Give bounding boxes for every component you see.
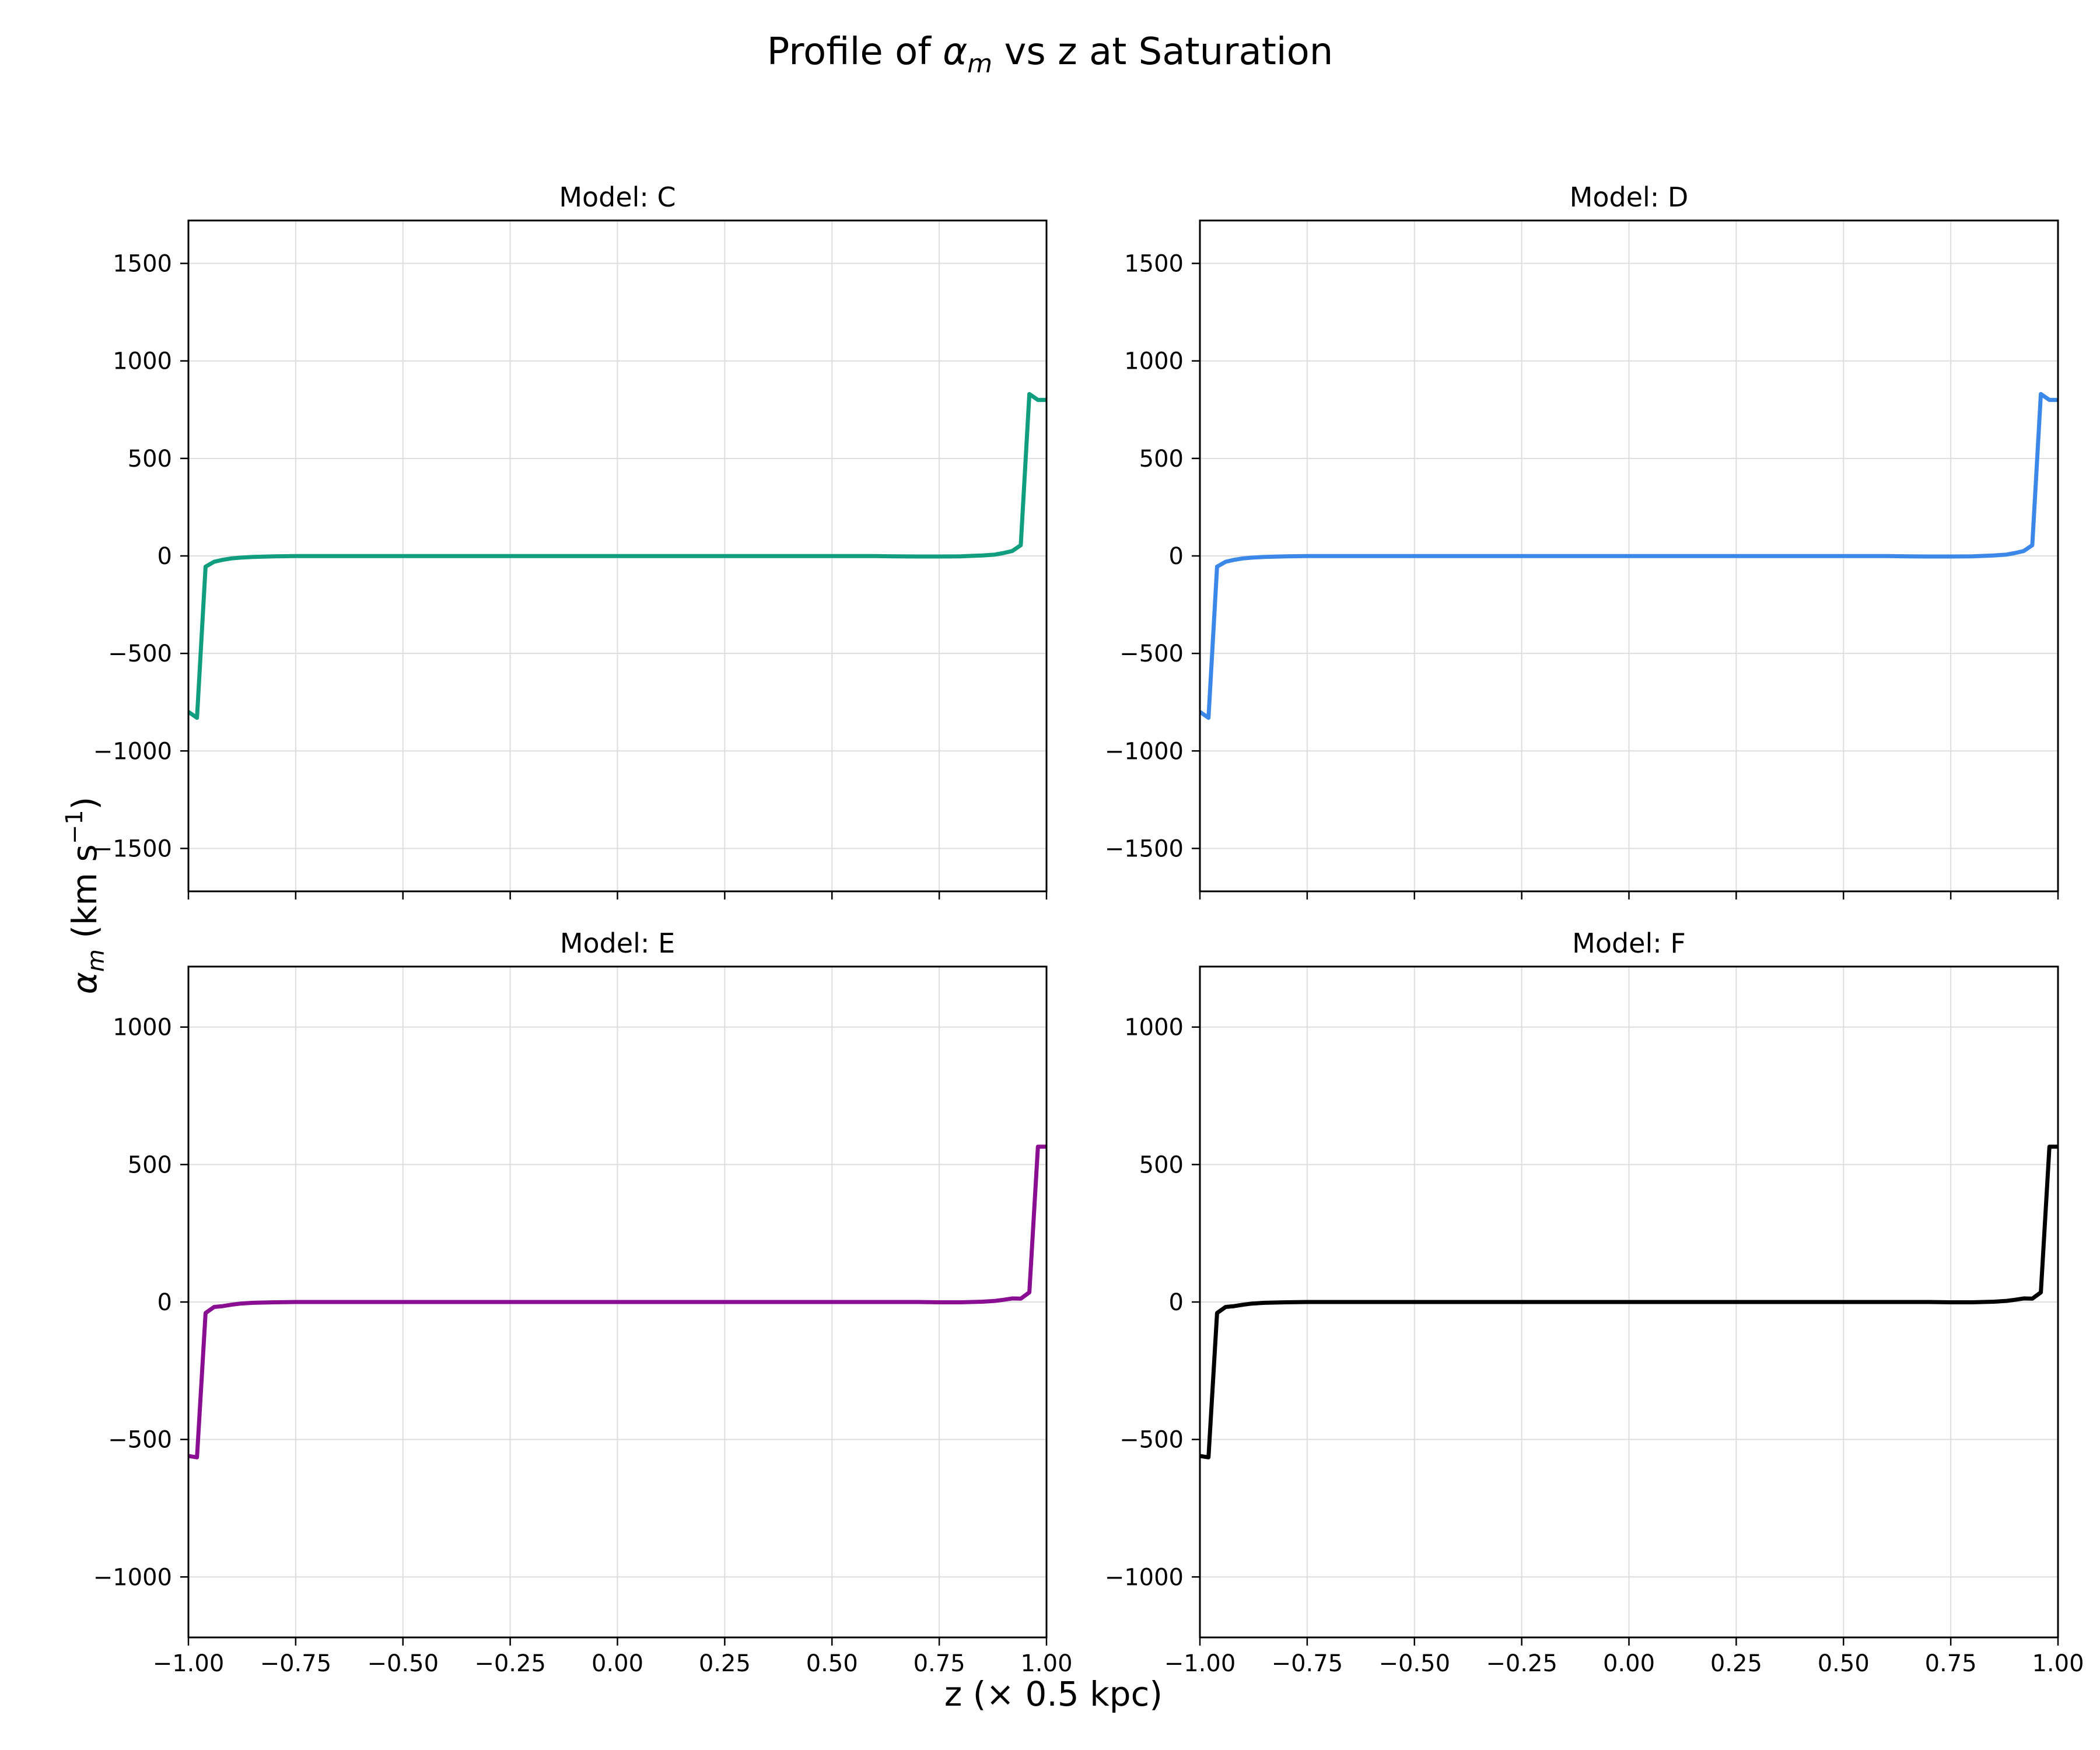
y-tick-label: −1000	[93, 1564, 172, 1591]
figure-title-subscript: m	[967, 49, 992, 79]
y-tick-label: −1000	[1105, 738, 1184, 765]
subplot-model-e: −1.00 −0.75 −0.50 −0.25 0.00 0.25 0.50 0.75 1.00…	[93, 928, 1073, 1677]
y-tick-label: −1500	[1105, 835, 1184, 862]
y-axis-label-symbol: α	[65, 972, 104, 994]
y-tick-label: 1500	[1124, 251, 1184, 278]
y-tick-label: 500	[128, 1152, 172, 1178]
y-axis-label: αm (km s−1)	[61, 797, 110, 995]
y-tick-label: 0	[1169, 1289, 1184, 1316]
series-line-model-c	[188, 392, 1046, 720]
y-tick-label: 1000	[113, 348, 172, 375]
y-tick-label: 0	[158, 543, 172, 570]
subplot-title: Model: E	[560, 928, 675, 959]
y-tick-label: −1000	[93, 738, 172, 765]
y-tick-label: −500	[1119, 1427, 1184, 1454]
x-tick-label: −0.75	[1272, 1650, 1343, 1677]
subplot-title: Model: C	[559, 181, 676, 213]
x-tick-label: 1.00	[1020, 1650, 1072, 1677]
y-tick-label: 500	[1139, 446, 1184, 473]
x-tick-label: −0.50	[367, 1650, 439, 1677]
x-tick-label: −1.00	[1164, 1650, 1236, 1677]
x-tick-label: 0.00	[592, 1650, 643, 1677]
subplot-model-d: −1500 −1000 −500 0 500 1000 1500 Model: D	[1105, 181, 2059, 900]
y-tick-label: −1500	[93, 835, 172, 862]
x-tick-label: −0.25	[474, 1650, 546, 1677]
y-tick-label: 500	[1139, 1152, 1184, 1178]
subplot-title: Model: F	[1572, 928, 1686, 959]
subplot-title: Model: D	[1570, 181, 1689, 213]
x-tick-label: 1.00	[2032, 1650, 2084, 1677]
y-tick-label: −500	[108, 640, 172, 667]
x-tick-label: 0.75	[1925, 1650, 1977, 1677]
series-line-model-e	[188, 1144, 1046, 1460]
x-tick-label: 0.50	[806, 1650, 858, 1677]
y-tick-label: −1000	[1105, 1564, 1184, 1591]
y-axis-label-subscript: m	[83, 949, 110, 972]
y-tick-label: 1000	[1124, 1014, 1184, 1041]
figure-title-prefix: Profile of	[767, 30, 943, 74]
y-tick-label: 0	[158, 1289, 172, 1316]
x-tick-label: 0.75	[914, 1650, 965, 1677]
figure-title-suffix: vs z at Saturation	[992, 30, 1333, 74]
subplot-model-f: −1.00 −0.75 −0.50 −0.25 0.00 0.25 0.50 0.75 1.00…	[1105, 928, 2084, 1677]
x-tick-label: −0.75	[260, 1650, 332, 1677]
figure-title: Profile of αm vs z at Saturation	[767, 30, 1334, 79]
y-tick-label: 500	[128, 446, 172, 473]
series-line-model-f	[1200, 1144, 2058, 1460]
x-tick-label: −1.00	[153, 1650, 225, 1677]
x-tick-label: −0.50	[1378, 1650, 1450, 1677]
figure-title-symbol: α	[943, 30, 967, 74]
y-tick-label: 0	[1169, 543, 1184, 570]
x-tick-label: 0.50	[1818, 1650, 1870, 1677]
y-tick-label: 1500	[113, 251, 172, 278]
x-tick-label: 0.25	[1710, 1650, 1762, 1677]
series-line-model-d	[1200, 392, 2058, 720]
y-axis-label-close: )	[65, 797, 104, 810]
y-tick-label: 1000	[1124, 348, 1184, 375]
x-tick-label: 0.25	[699, 1650, 751, 1677]
y-tick-label: −500	[1119, 640, 1184, 667]
subplot-model-c: −1500 −1000 −500 0 500 1000 1500 Model: C	[93, 181, 1048, 900]
y-tick-label: −500	[108, 1427, 172, 1454]
y-axis-label-unit: (km s	[65, 844, 104, 949]
x-tick-label: 0.00	[1603, 1650, 1655, 1677]
x-tick-label: −0.25	[1486, 1650, 1558, 1677]
y-axis-label-exponent: −1	[61, 810, 88, 844]
y-tick-label: 1000	[113, 1014, 172, 1041]
x-axis-label: z (× 0.5 kpc)	[944, 1674, 1163, 1714]
